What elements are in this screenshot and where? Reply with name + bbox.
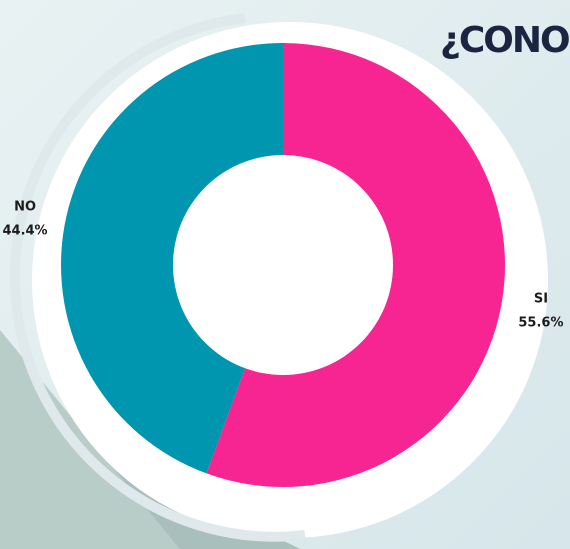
donut-hole [173,155,393,375]
slice-value-label: 55.6% [518,315,563,330]
slice-category-label: NO [14,200,36,215]
donut-slice [60,42,283,474]
decor-ring [9,13,306,542]
slice-value-label: 44.4% [2,224,47,239]
chart-title: ¿CONOC [440,20,570,61]
slice-category-label: SI [534,291,548,306]
